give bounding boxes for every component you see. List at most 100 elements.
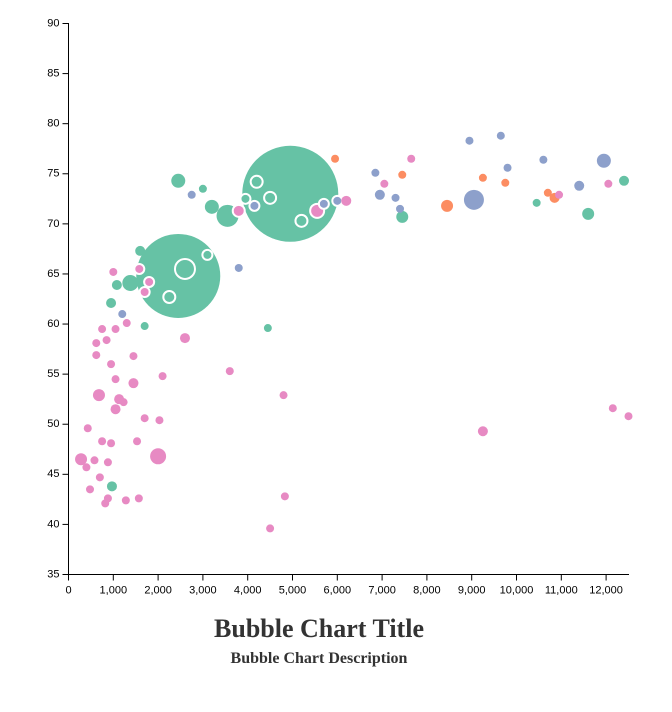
bubble [173, 257, 196, 280]
bubble [608, 404, 617, 413]
bubble [604, 179, 613, 188]
bubble [201, 248, 214, 261]
y-tick-label: 60 [47, 318, 59, 330]
y-tick-label: 80 [47, 118, 59, 130]
bubble [248, 199, 261, 212]
bubble [380, 179, 389, 188]
bubble [374, 189, 385, 200]
bubble [204, 199, 219, 214]
bubble [111, 325, 120, 334]
bubble [106, 481, 117, 492]
bubble [441, 199, 454, 212]
bubble [133, 262, 146, 275]
x-tick-label: 8,000 [413, 585, 441, 597]
y-tick-label: 50 [47, 418, 59, 430]
bubble [624, 412, 633, 421]
bubble [239, 192, 252, 205]
x-ticks: 0 1,000 2,000 3,000 4,000 5,000 6,000 7,000 8,00… [65, 574, 623, 597]
y-ticks: 35 40 45 50 55 60 65 70 75 80 85 90 [47, 17, 69, 580]
bubble [128, 378, 139, 389]
bubble [280, 492, 289, 501]
bubble [92, 339, 101, 348]
bubble [158, 372, 167, 381]
bubble [110, 404, 121, 415]
bubble [463, 189, 484, 210]
bubble [111, 279, 122, 290]
bubble [140, 322, 149, 331]
bubble [155, 416, 164, 425]
x-tick-label: 10,000 [500, 585, 534, 597]
bubble [75, 453, 88, 466]
bubble [496, 131, 505, 140]
x-tick-label: 5,000 [279, 585, 307, 597]
bubble [391, 193, 400, 202]
bubble [98, 437, 107, 446]
bubble [111, 375, 120, 384]
bubble [133, 437, 142, 446]
y-tick-label: 45 [47, 468, 59, 480]
bubble [82, 463, 91, 472]
bubble [396, 204, 405, 213]
x-tick-label: 9,000 [458, 585, 486, 597]
bubble [539, 155, 548, 164]
bubble [263, 324, 272, 333]
y-tick-label: 40 [47, 518, 59, 530]
bubble [102, 336, 111, 345]
bubble [107, 439, 116, 448]
bubble [242, 145, 339, 242]
bubble [138, 285, 151, 298]
bubble [574, 180, 585, 191]
bubble [83, 424, 92, 433]
bubble [501, 178, 510, 187]
chart-subtitle: Bubble Chart Description [230, 650, 408, 667]
bubble [396, 210, 409, 223]
x-tick-label: 7,000 [368, 585, 396, 597]
y-tick-label: 55 [47, 368, 59, 380]
bubble [122, 274, 139, 291]
bubble [95, 473, 104, 482]
bubble [543, 188, 552, 197]
bubble [122, 319, 131, 328]
bubble [407, 154, 416, 163]
bubble [331, 194, 344, 207]
x-tick-label: 1,000 [100, 585, 128, 597]
bubble [341, 195, 352, 206]
bubble [249, 174, 264, 189]
bubble [231, 203, 246, 218]
x-tick-label: 6,000 [324, 585, 352, 597]
bubble [98, 325, 107, 334]
bubble [263, 190, 278, 205]
bubble [92, 351, 101, 360]
bubble [503, 163, 512, 172]
bubble [134, 494, 143, 503]
bubble [121, 496, 130, 505]
bubble [465, 136, 474, 145]
bubble [101, 499, 110, 508]
bubble [596, 153, 611, 168]
bubble [398, 170, 407, 179]
bubble [279, 391, 288, 400]
bubble [90, 456, 99, 465]
bubble [171, 173, 186, 188]
bubble [225, 367, 234, 376]
x-tick-label: 3,000 [189, 585, 217, 597]
bubble [555, 190, 564, 199]
bubble [619, 175, 630, 186]
bubble [135, 245, 146, 256]
bubble [582, 207, 595, 220]
bubble [103, 458, 112, 467]
x-tick-label: 4,000 [234, 585, 262, 597]
bubble [478, 173, 487, 182]
y-tick-label: 85 [47, 67, 59, 79]
bubble [109, 267, 118, 276]
chart-title: Bubble Chart Title [214, 614, 424, 643]
bubble [92, 389, 105, 402]
y-tick-label: 70 [47, 218, 59, 230]
bubble [162, 289, 177, 304]
x-tick-label: 2,000 [144, 585, 172, 597]
bubble [477, 426, 488, 437]
x-tick-label: 12,000 [589, 585, 623, 597]
y-tick-label: 65 [47, 268, 59, 280]
y-tick-label: 75 [47, 168, 59, 180]
bubble [106, 298, 117, 309]
